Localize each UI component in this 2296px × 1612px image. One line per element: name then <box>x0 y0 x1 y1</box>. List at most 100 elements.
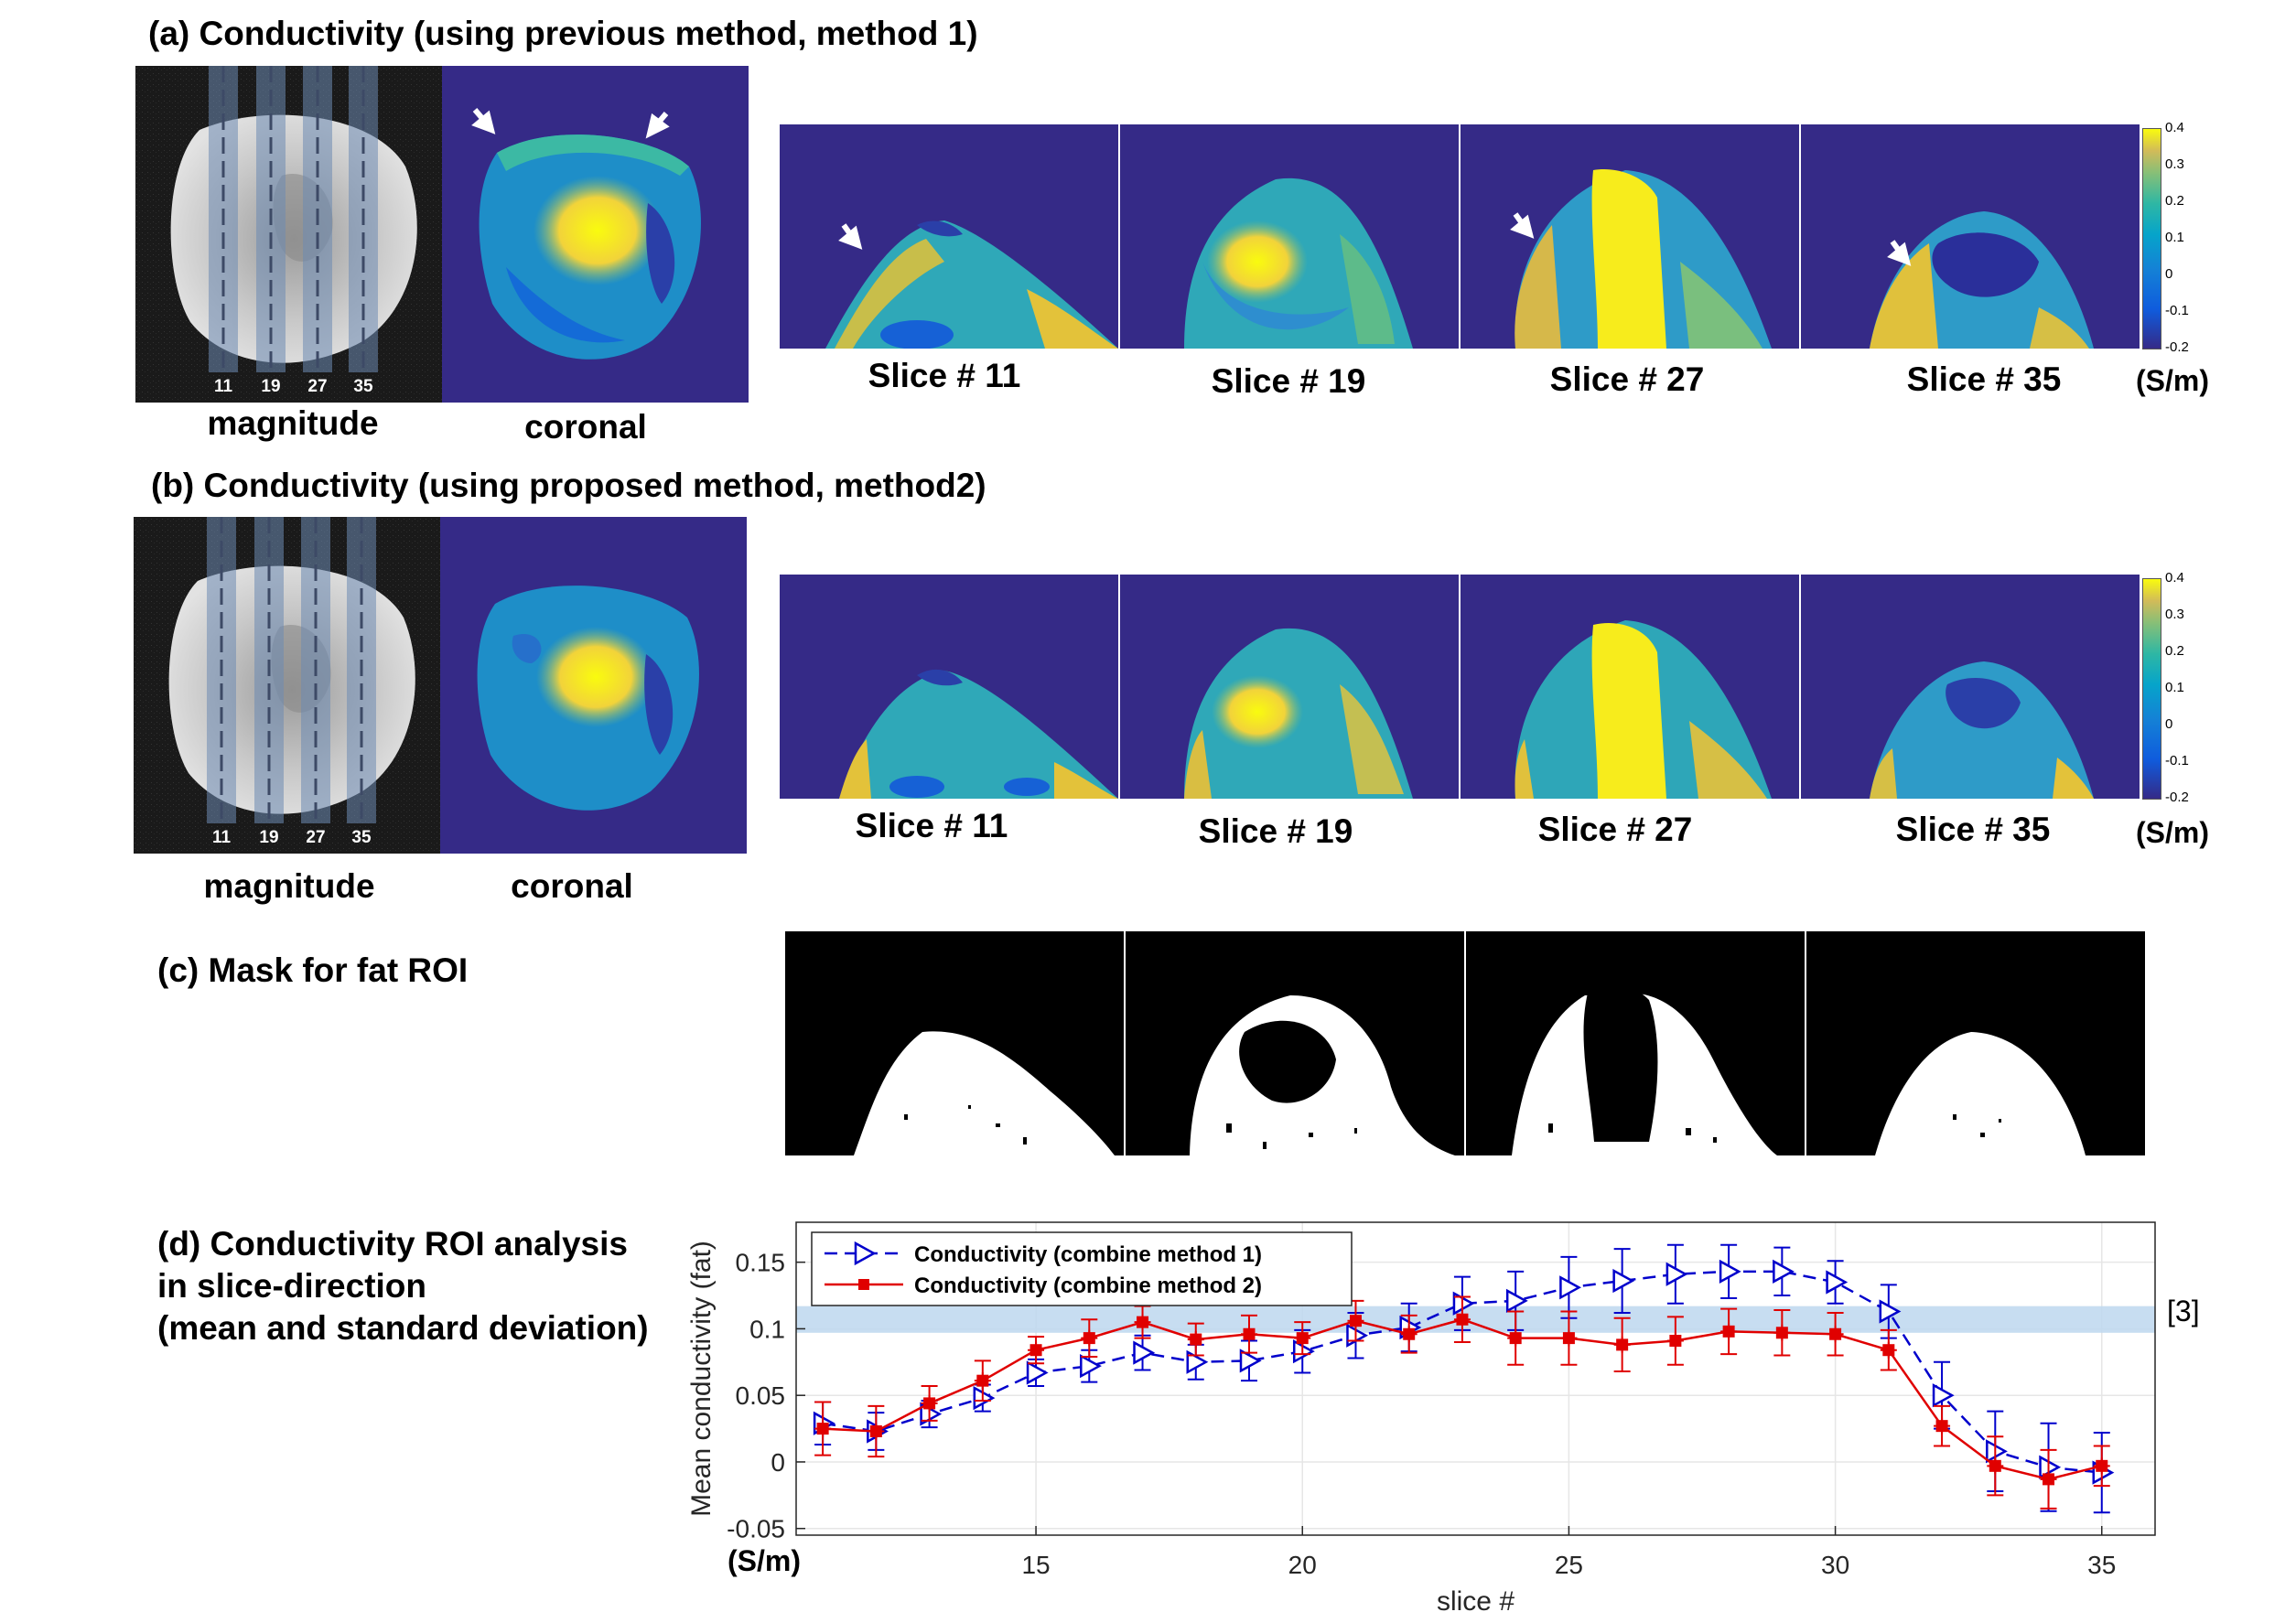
reference-label: [3] <box>2167 1295 2200 1327</box>
series-2-line <box>823 1317 2103 1481</box>
series-1-marker-21 <box>1932 1383 1955 1408</box>
colorbar-b-tick-1: 0.3 <box>2165 607 2184 622</box>
series-2-marker-5 <box>1083 1332 1095 1345</box>
y-tick-label-1: 0 <box>771 1448 785 1477</box>
slice-27-image-b <box>1461 575 1799 799</box>
series-2-marker-star-12 <box>1453 1311 1471 1328</box>
section-d-title-line-2: in slice-direction <box>157 1267 427 1305</box>
colorbar-a-tick-2: 0.2 <box>2165 193 2184 209</box>
slice-11-image-b <box>780 575 1118 799</box>
series-1-marker-17 <box>1719 1259 1741 1284</box>
series-1-marker-19 <box>1826 1270 1849 1295</box>
series-1-marker-4 <box>1026 1360 1049 1385</box>
slice-mark-35: 35 <box>353 377 373 396</box>
series-2-marker-24 <box>2096 1459 2108 1472</box>
series-1-marker-12 <box>1452 1291 1475 1316</box>
series-2-marker-star-11 <box>1400 1326 1417 1343</box>
series-2-marker-star-16 <box>1666 1332 1684 1349</box>
magnitude-caption-b: magnitude <box>203 867 375 905</box>
series-2-marker-star-2 <box>921 1394 938 1412</box>
magnitude-caption-a: magnitude <box>207 404 379 442</box>
series-1-marker-24 <box>2092 1460 2115 1485</box>
series-2-marker-star-18 <box>1773 1324 1791 1341</box>
series-1-marker-15 <box>1612 1268 1635 1294</box>
series-1-marker-2 <box>920 1402 943 1426</box>
x-tick-label-2: 25 <box>1555 1551 1583 1579</box>
y-axis-label: Mean conductivity (fat) <box>686 1241 717 1517</box>
colorbar-b-tick-5: -0.1 <box>2165 753 2189 768</box>
slice-35-image-a <box>1801 124 2140 349</box>
section-d-title: (d) Conductivity ROI analysis in slice-d… <box>157 1223 649 1349</box>
series-2-marker-star-1 <box>868 1423 885 1440</box>
coronal-image-a <box>442 66 749 403</box>
series-2-marker-star-3 <box>974 1372 991 1390</box>
slice-27-image-a <box>1461 124 1799 349</box>
coronal-image-b <box>440 517 747 854</box>
colorbar-b <box>2142 578 2161 800</box>
series-2-marker-21 <box>1935 1420 1948 1433</box>
series-1-marker-3 <box>973 1385 996 1411</box>
x-tick-label-4: 35 <box>2087 1551 2116 1579</box>
series-1-marker-11 <box>1399 1315 1422 1340</box>
series-2-marker-star-10 <box>1347 1312 1364 1329</box>
slice-19-caption-a: Slice # 19 <box>1211 362 1366 400</box>
unit-label-a: (S/m) <box>2136 364 2209 397</box>
y-tick-label-0: -0.05 <box>727 1515 785 1543</box>
series-2-marker-star-13 <box>1507 1329 1525 1347</box>
series-2-marker-19 <box>1829 1327 1842 1340</box>
series-2-marker-20 <box>1882 1344 1895 1357</box>
colorbar-a-tick-3: 0.1 <box>2165 230 2184 245</box>
x-tick-label-1: 20 <box>1288 1551 1317 1579</box>
colorbar-a-tick-1: 0.3 <box>2165 156 2184 172</box>
series-2-marker-star-17 <box>1720 1323 1738 1340</box>
series-2-marker-10 <box>1349 1315 1362 1327</box>
series-1-marker-9 <box>1292 1339 1315 1364</box>
magnitude-image-a: 11 19 27 35 <box>135 66 442 403</box>
axes-box <box>795 1221 2156 1536</box>
series-2-marker-12 <box>1456 1313 1469 1326</box>
slice-11-caption-a: Slice # 11 <box>868 357 1021 394</box>
slice-35-caption-b: Slice # 35 <box>1895 811 2051 848</box>
legend-label-2: Conductivity (combine method 2) <box>914 1273 1262 1298</box>
series-2-marker-8 <box>1243 1327 1256 1340</box>
series-1-marker-5 <box>1080 1354 1102 1379</box>
colorbar-a-tick-5: -0.1 <box>2165 303 2189 318</box>
series-1-line <box>822 1270 2102 1474</box>
slice-19-image-b <box>1120 575 1459 799</box>
legend-box <box>811 1231 1353 1306</box>
slice-mark-19: 19 <box>259 828 279 847</box>
legend-label-1: Conductivity (combine method 1) <box>914 1242 1262 1267</box>
x-axis-label: slice # <box>1437 1586 1514 1612</box>
series-1-marker-16 <box>1665 1262 1688 1286</box>
unit-label-b: (S/m) <box>2136 816 2209 849</box>
slice-mark-19: 19 <box>261 377 281 396</box>
series-2-marker-3 <box>976 1374 989 1387</box>
coronal-caption-a: coronal <box>524 408 647 446</box>
series-2-marker-star-6 <box>1134 1314 1151 1331</box>
series-2-marker-star-5 <box>1081 1329 1098 1347</box>
series-1-marker-14 <box>1559 1275 1582 1300</box>
series-2-marker-11 <box>1403 1327 1416 1340</box>
colorbar-b-tick-3: 0.1 <box>2165 680 2184 695</box>
series-2-marker-star-15 <box>1613 1336 1631 1353</box>
series-2-marker-13 <box>1509 1332 1522 1345</box>
slice-35-image-b <box>1801 575 2140 799</box>
series-2-marker-4 <box>1029 1344 1042 1357</box>
series-2-marker-1 <box>869 1424 882 1437</box>
magnitude-image-b: 11 19 27 35 <box>134 517 440 854</box>
slice-35-caption-a: Slice # 35 <box>1906 360 2062 398</box>
mask-slice-27 <box>1466 931 1805 1155</box>
slice-mark-27: 27 <box>307 377 328 396</box>
mask-slice-19 <box>1126 931 1464 1155</box>
series-1-marker-13 <box>1505 1288 1528 1313</box>
series-1-marker-1 <box>867 1419 889 1444</box>
slice-mark-27: 27 <box>306 828 326 847</box>
series-2-marker-star-19 <box>1827 1326 1844 1343</box>
series-1-marker-7 <box>1186 1349 1209 1374</box>
series-2-marker-star-20 <box>1880 1341 1897 1359</box>
series-2-marker-15 <box>1616 1338 1629 1351</box>
series-2-marker-star-22 <box>1987 1457 2004 1475</box>
reference-band <box>796 1306 2155 1333</box>
colorbar-a <box>2142 128 2161 349</box>
x-tick-label-0: 15 <box>1021 1551 1050 1579</box>
